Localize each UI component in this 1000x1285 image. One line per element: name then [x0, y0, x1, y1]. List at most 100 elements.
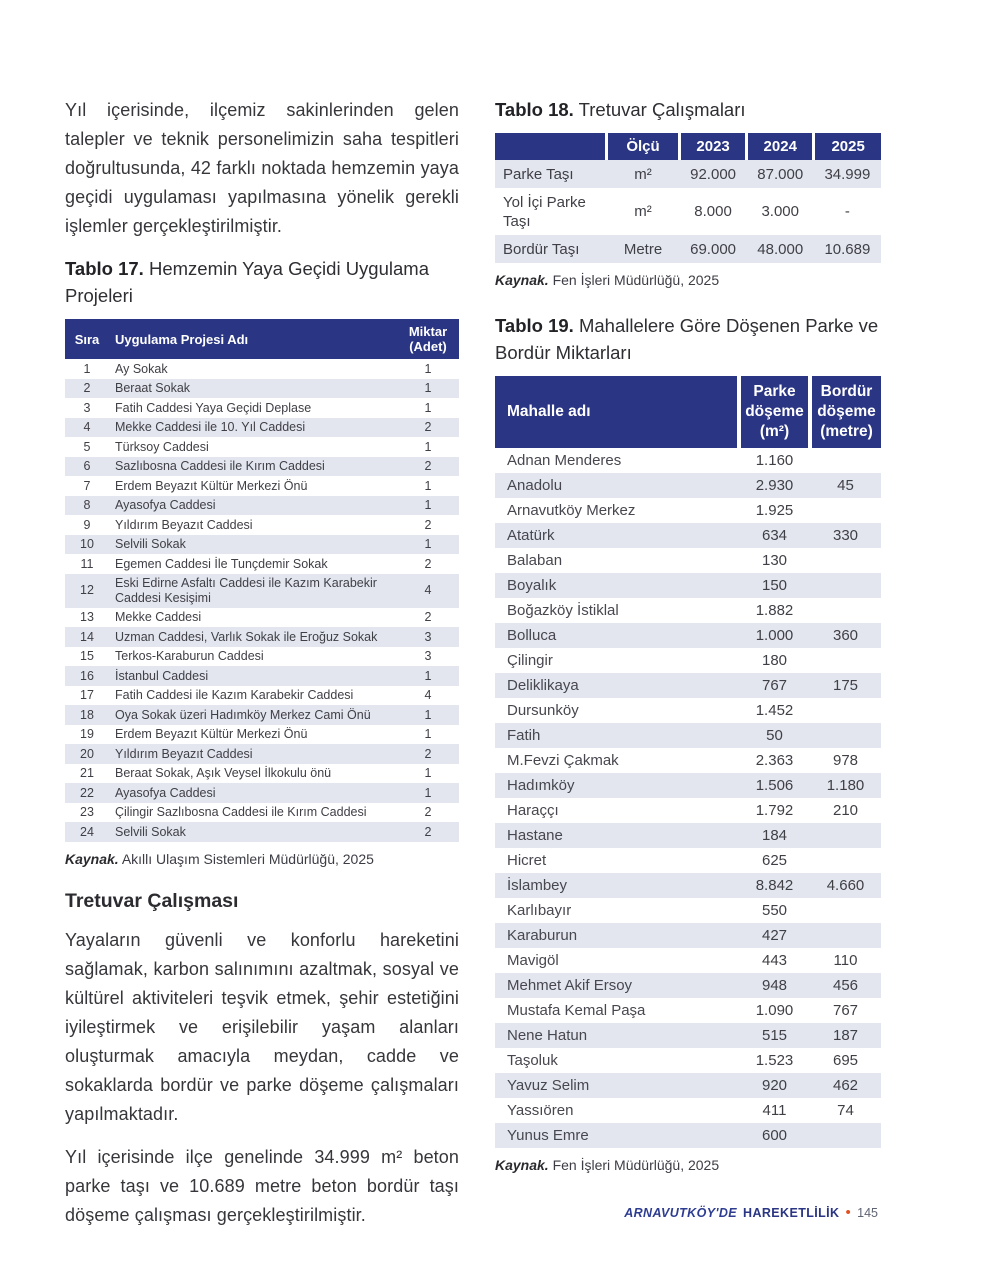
table-cell: 1.925	[755, 502, 794, 519]
table-cell: 978	[832, 752, 859, 769]
table-cell: 456	[810, 973, 881, 998]
table-cell	[810, 548, 881, 573]
table-cell: Karlıbayır	[507, 902, 572, 919]
table-cell: 13	[80, 610, 94, 624]
table-cell: 19	[80, 727, 94, 741]
table-cell: Parke Taşı	[495, 160, 607, 188]
table-row: Anadolu 2.930 45	[495, 473, 881, 498]
table-row: Hadımköy 1.506 1.180	[495, 773, 881, 798]
table-row: 23 Çilingir Sazlıbosna Caddesi ile Kırım …	[65, 803, 459, 823]
table-cell: 16	[65, 666, 109, 686]
table-cell: 2	[424, 556, 432, 571]
table19-source: Kaynak. Fen İşleri Müdürlüğü, 2025	[495, 1155, 881, 1175]
table-cell: Ayasofya Caddesi	[109, 783, 397, 803]
table-cell: Fatih	[495, 723, 739, 748]
table-cell: Selvili Sokak	[109, 822, 397, 842]
source-text: Fen İşleri Müdürlüğü, 2025	[548, 1157, 720, 1173]
table-cell: 3	[397, 627, 459, 647]
table-row: 2 Beraat Sokak 1	[65, 378, 459, 398]
table-cell: 10.689	[813, 235, 881, 263]
table-cell: 625	[761, 852, 788, 869]
table-row: Boyalık 150	[495, 573, 881, 598]
table-cell: 411	[762, 1102, 787, 1119]
table-row: Karlıbayır 550	[495, 898, 881, 923]
table-cell: 1	[397, 783, 459, 803]
column-header: 2023	[677, 133, 747, 160]
table-row: 20 Yıldırım Beyazıt Caddesi 2	[65, 744, 459, 764]
table-cell	[810, 923, 881, 948]
table17-title-label: Tablo 17.	[65, 258, 144, 279]
table-cell: Eski Edirne Asfaltı Caddesi ile Kazım Ka…	[109, 573, 397, 608]
table-cell: 634	[739, 523, 810, 548]
section-paragraph-2: Yıl içerisinde ilçe genelinde 34.999 m² …	[65, 1146, 459, 1225]
column-header: Miktar (Adet)	[397, 319, 459, 359]
table-row: Haraççı 1.792 210	[495, 798, 881, 823]
section-heading: Tretuvar Çalışması	[65, 889, 239, 912]
table-cell: Çilingir	[507, 652, 553, 669]
table-cell: Uzman Caddesi, Varlık Sokak ile Eroğuz S…	[109, 627, 397, 647]
table-cell: 14	[65, 627, 109, 647]
table-cell: 1.180	[810, 773, 881, 798]
table-cell: 7	[83, 478, 91, 493]
table-row: Nene Hatun 515 187	[495, 1023, 881, 1048]
table-cell	[810, 598, 881, 623]
table-cell: 2.363	[755, 752, 794, 769]
table-cell: 4	[424, 688, 432, 702]
table-row: M.Fevzi Çakmak 2.363 978	[495, 748, 881, 773]
table18-title: Tablo 18. Tretuvar Çalışmaları	[495, 96, 881, 123]
column-header	[495, 133, 607, 160]
source-label: Kaynak.	[495, 1157, 549, 1173]
table-row: Mehmet Akif Ersoy 948 456	[495, 973, 881, 998]
table-cell: 2	[424, 517, 432, 532]
table17: Sıra Uygulama Projesi Adı Miktar (Adet) 1 Ay…	[65, 319, 459, 842]
table19-title-text: Mahallelere Göre Döşenen Parke ve Bordür…	[495, 315, 879, 363]
table-cell: Fatih Caddesi Yaya Geçidi Deplase	[115, 400, 312, 415]
table-cell: 20	[65, 744, 109, 764]
table-cell: 600	[739, 1123, 810, 1148]
table-cell: Atatürk	[495, 523, 739, 548]
footer-page-number: 145	[857, 1206, 878, 1220]
table-cell: 15	[80, 649, 94, 663]
table-row: Yunus Emre 600	[495, 1123, 881, 1148]
table-cell: 1.452	[755, 702, 794, 719]
table-cell: 8.842	[739, 873, 810, 898]
table-cell	[810, 1123, 881, 1148]
column-header: Mahalle adı	[495, 376, 739, 448]
table-row: Hastane 184	[495, 823, 881, 848]
table-cell: 515	[739, 1023, 810, 1048]
table-cell	[810, 573, 881, 598]
table-cell: 48.000	[746, 235, 814, 263]
table-row: Hicret 625	[495, 848, 881, 873]
table-cell: Egemen Caddesi İle Tunçdemir Sokak	[115, 556, 328, 571]
table-cell: 4.660	[810, 873, 881, 898]
table-cell: 695	[832, 1052, 859, 1069]
table-cell: 330	[810, 523, 881, 548]
table-cell: 4	[65, 417, 109, 437]
table-cell: İstanbul Caddesi	[109, 666, 397, 686]
table-row: 7 Erdem Beyazıt Kültür Merkezi Önü 1	[65, 476, 459, 496]
table-cell: Mehmet Akif Ersoy	[495, 973, 739, 998]
table-cell: 2	[424, 610, 432, 624]
table-row: 5 Türksoy Caddesi 1	[65, 437, 459, 457]
table-row: Karaburun 427	[495, 923, 881, 948]
page-footer: ARNAVUTKÖY'DE HAREKETLİLİK • 145	[624, 1205, 878, 1220]
table-cell: 17	[80, 688, 94, 702]
table-cell: 1.000	[739, 623, 810, 648]
table-cell: Beraat Sokak	[109, 378, 397, 398]
table-cell: 1.160	[755, 452, 794, 469]
table-cell: 427	[739, 923, 810, 948]
table-row: Parke Taşı m² 92.000 87.000 34.999	[495, 160, 881, 188]
table-row: 3 Fatih Caddesi Yaya Geçidi Deplase 1	[65, 398, 459, 418]
table-cell: 2	[397, 456, 459, 476]
table-cell: Metre	[606, 235, 680, 263]
table-cell: Türksoy Caddesi	[115, 439, 209, 454]
column-header: Ölçü	[605, 133, 680, 160]
table-cell: 50	[739, 723, 810, 748]
table-cell: 1	[397, 705, 459, 725]
table-cell	[810, 448, 881, 473]
table-cell: 1.882	[755, 602, 794, 619]
table-cell: 1	[424, 766, 432, 780]
table-cell: 130	[761, 552, 788, 569]
table-cell: Yunus Emre	[495, 1123, 739, 1148]
